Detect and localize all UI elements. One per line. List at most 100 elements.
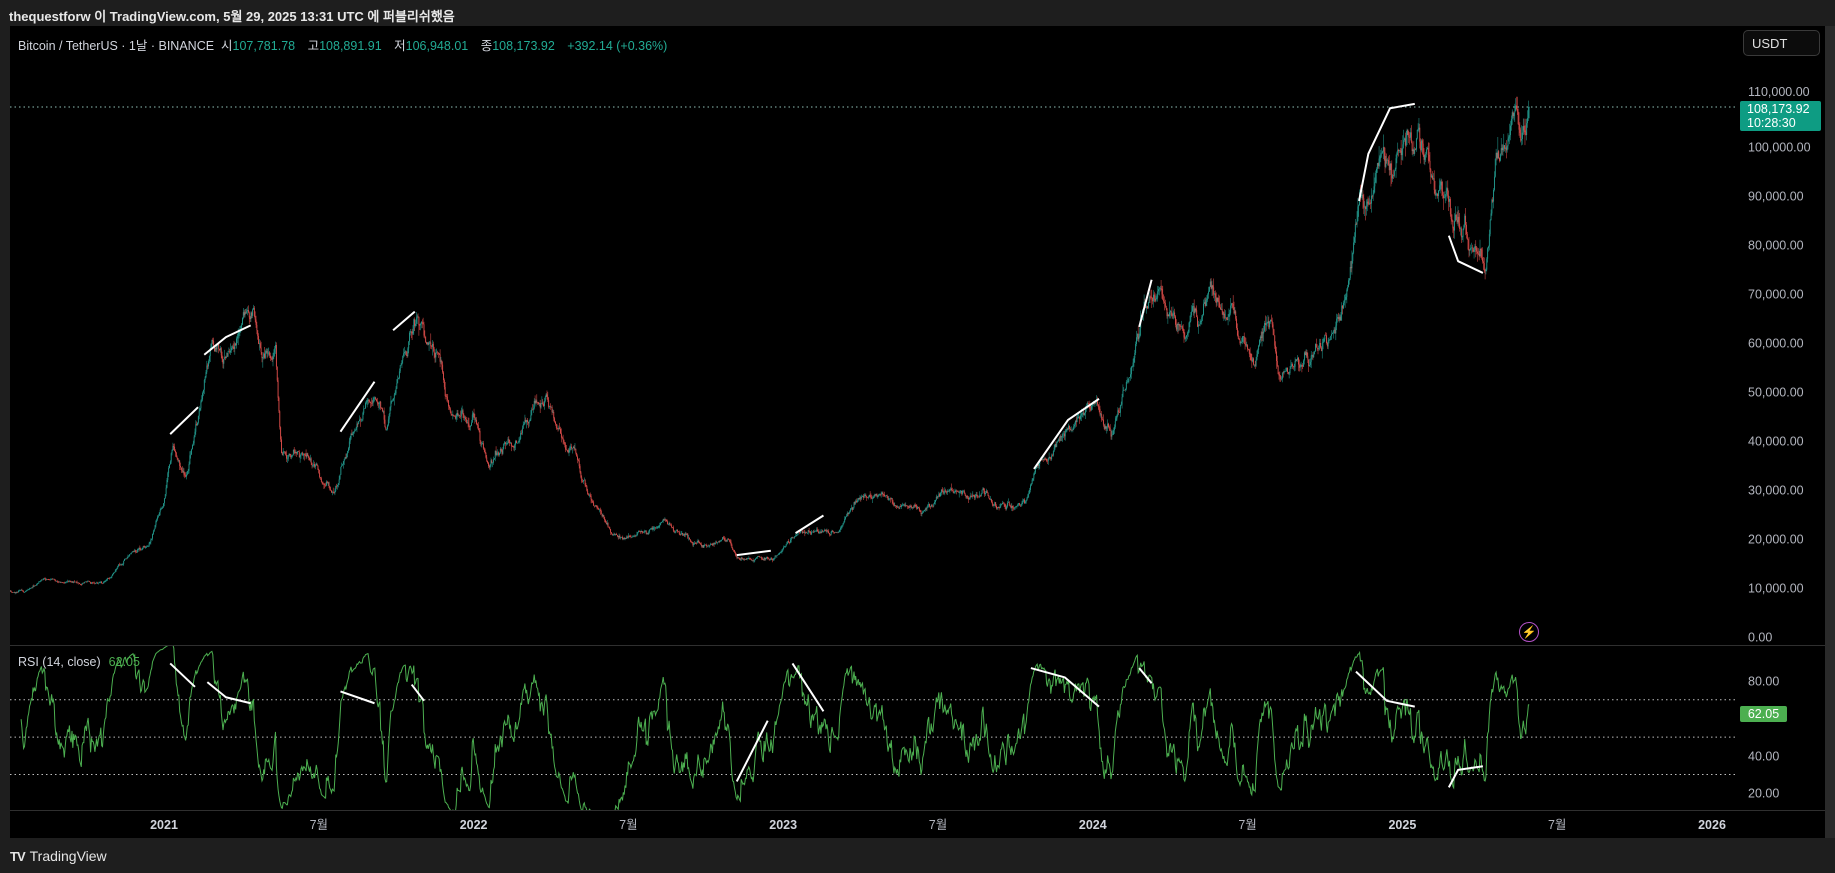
candle-body [978,496,980,498]
candle-body [57,581,59,583]
candle-body [245,312,247,313]
candle-body [1431,175,1433,178]
candle-body [931,504,933,506]
candle-body [883,494,885,496]
candle-body [672,527,674,531]
lightning-icon[interactable]: ⚡ [1519,622,1539,642]
candle-body [495,450,497,455]
candle-body [1214,293,1216,298]
candle-body [1234,311,1236,314]
candle-body [463,414,465,418]
candle-body [1169,312,1171,317]
candle-body [895,505,897,508]
candle-body [10,590,11,592]
candle-body [1068,425,1070,430]
price-axis[interactable]: 110,000.00100,000.0090,000.0080,000.0070… [1748,85,1811,645]
candle-body [138,548,140,550]
candle-body [528,420,530,424]
candle-body [592,500,594,503]
time-axis[interactable]: 2021 7월 2022 7월 2023 7월 2024 7월 2025 7월 2026 [150,818,1726,832]
candle-body [63,582,64,584]
candle-body [1365,205,1367,210]
candle-body [1499,154,1501,161]
candle-body [618,535,620,538]
candle-body [301,452,303,454]
candle-body [621,537,623,538]
candle-body [932,505,934,507]
candle-body [206,365,208,373]
rsi-legend: RSI (14, close) 62.05 [18,655,140,669]
candle-body [556,427,558,429]
candle-body [1330,335,1332,340]
rsi-label[interactable]: RSI (14, close) [18,655,101,669]
candle-body [756,556,758,558]
candle-body [974,495,975,498]
candle-body [1402,144,1404,149]
candle-body [1101,414,1103,420]
candle-body [170,453,172,462]
candle-body [920,511,922,514]
candle-body [1012,506,1014,508]
candle-body [816,529,818,531]
candle-body [192,443,194,445]
candle-body [731,544,733,548]
candle-body [881,492,883,495]
price-trendlines[interactable] [169,102,1484,557]
candle-body [1171,315,1173,316]
candle-body [1115,418,1117,422]
candle-body [725,540,727,541]
candle-body [532,408,534,410]
candle-body [186,474,187,477]
candle-body [1126,381,1128,383]
candle-body [213,340,215,346]
candle-body [962,490,964,494]
candle-body [393,394,395,399]
candle-body [407,348,409,356]
candle-body [800,530,802,532]
currency-button[interactable]: USDT [1743,30,1820,56]
candle-body [493,458,495,460]
candle-body [1449,199,1451,215]
candle-body [437,353,439,354]
candle-body [664,519,666,521]
candle-body [645,530,647,534]
candle-body [1399,150,1401,151]
tradingview-logo[interactable]: TV TradingView [10,848,107,864]
symbol-title[interactable]: Bitcoin / TetherUS · 1날 · BINANCE [18,39,215,53]
candle-body [250,312,252,320]
candle-body [398,378,399,380]
candle-body [627,535,629,538]
candle-body [774,555,776,558]
candle-body [1080,413,1082,416]
candle-body [549,406,551,408]
time-axis-label: 7월 [1238,818,1256,832]
candle-body [872,497,874,499]
candle-body [18,590,20,592]
candle-body [308,456,310,458]
candle-body [1231,303,1232,306]
candle-body [1042,459,1044,460]
candle-body [1517,111,1519,125]
candle-body [423,324,425,336]
rsi-trendlines[interactable] [169,662,1484,788]
candle-body [609,527,611,529]
candle-body [252,309,254,316]
candle-body [613,534,615,535]
candle-body [1518,124,1520,130]
candle-body [745,559,746,560]
candle-body [1030,483,1032,486]
candle-body [1017,504,1019,507]
candle-body [1454,220,1456,231]
price-axis-label: 40,000.00 [1748,435,1804,449]
candle-body [1398,149,1400,152]
candle-body [700,543,701,545]
candle-body [831,530,833,533]
candle-body [1007,502,1009,507]
candle-body [1151,297,1153,298]
chart-area[interactable] [10,26,1825,838]
candle-body [1382,147,1384,152]
candle-body [504,442,506,444]
candle-body [1297,357,1299,360]
candle-body [163,498,165,504]
